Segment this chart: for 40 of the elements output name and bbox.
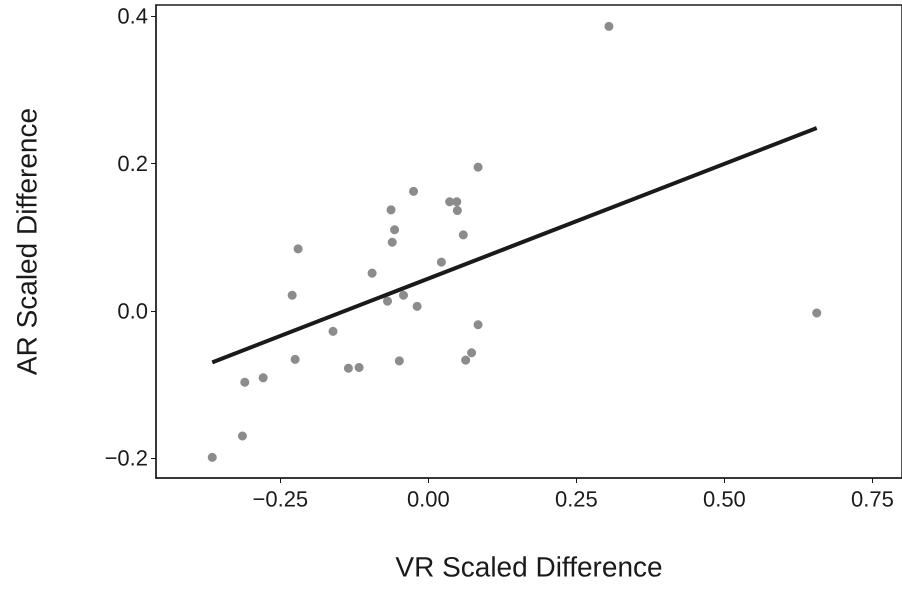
point xyxy=(238,432,247,440)
point xyxy=(240,378,250,387)
point xyxy=(409,186,418,196)
point xyxy=(368,268,377,278)
point xyxy=(294,244,303,254)
y-axis-title: AR Scaled Difference xyxy=(12,108,42,376)
point xyxy=(436,258,446,267)
x-tick-label: 0.00 xyxy=(406,486,450,512)
y-tick-label: 0.2 xyxy=(117,150,148,176)
point xyxy=(344,364,353,373)
y-tick-label: 0.4 xyxy=(117,4,148,29)
point xyxy=(388,238,397,247)
point xyxy=(386,205,396,214)
point xyxy=(474,320,483,330)
x-tick-label: 0.25 xyxy=(554,486,598,512)
point xyxy=(452,206,462,216)
x-tick-label: 0.75 xyxy=(850,486,894,512)
x-tick-label: −0.25 xyxy=(252,486,308,512)
point xyxy=(383,296,392,306)
point xyxy=(398,290,408,300)
y-tick-label: −0.2 xyxy=(104,446,148,471)
point xyxy=(467,348,476,358)
point xyxy=(394,356,404,366)
point xyxy=(258,373,268,382)
x-axis-title: VR Scaled Difference xyxy=(395,552,663,582)
point xyxy=(328,326,338,336)
point xyxy=(208,452,217,462)
point xyxy=(812,308,822,318)
point xyxy=(288,290,297,300)
x-tick-label: 0.50 xyxy=(702,486,746,512)
point xyxy=(474,162,483,172)
point xyxy=(290,354,300,364)
point xyxy=(390,225,400,234)
point xyxy=(412,302,422,311)
point xyxy=(452,197,462,206)
point xyxy=(604,22,614,31)
point xyxy=(458,230,468,240)
point xyxy=(354,362,364,372)
point xyxy=(461,356,470,365)
y-tick-label: 0.0 xyxy=(117,298,148,324)
